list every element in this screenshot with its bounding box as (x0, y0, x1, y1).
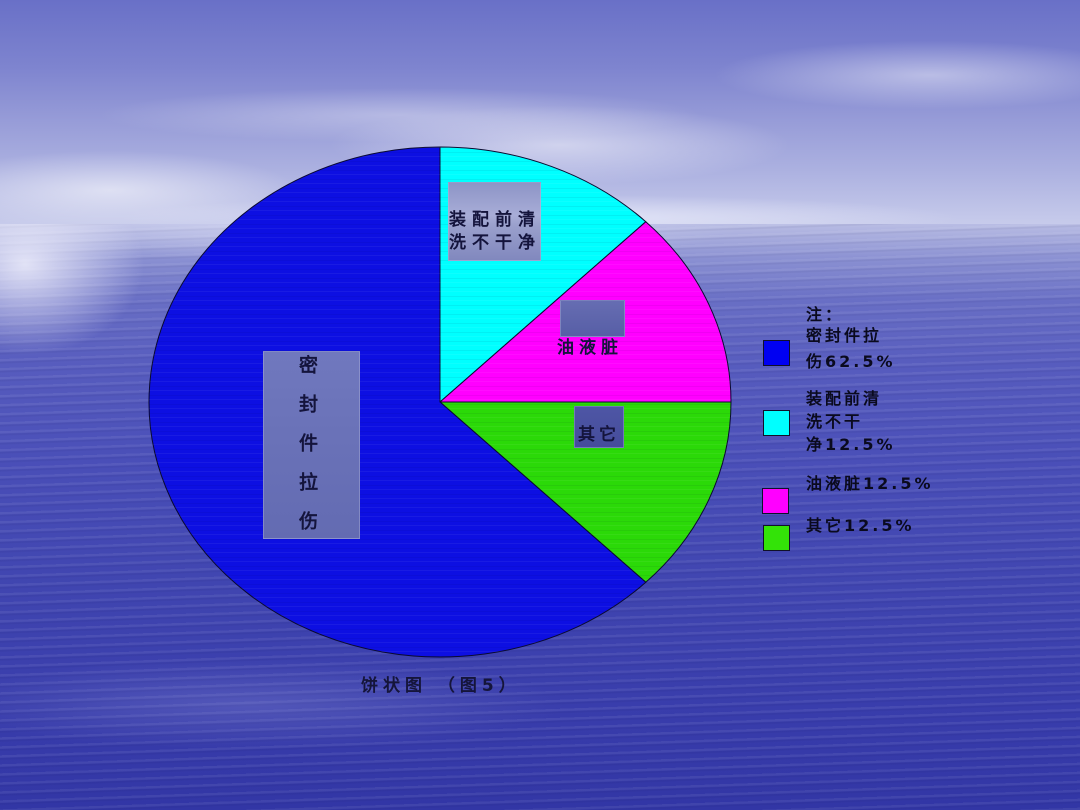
legend-swatch-seal-scratch (763, 340, 790, 366)
slice-labelbox-dirty-oil (560, 300, 625, 337)
pie-slice-other (438, 401, 732, 583)
slice-label-other: 其它 (578, 425, 620, 445)
chart-caption: 饼状图 （图5） (361, 676, 521, 696)
legend-swatch-dirty-oil (762, 488, 789, 514)
legend-note: 注： (806, 305, 845, 324)
legend-label-pre-assembly-cleaning: 装配前清 洗不干 净12.5% (806, 389, 896, 454)
legend-label-seal-scratch: 密封件拉 伤62.5% (806, 326, 896, 371)
legend-swatch-other (763, 525, 790, 551)
legend-swatch-pre-assembly-cleaning (763, 410, 790, 436)
slice-label-dirty-oil: 油液脏 (557, 338, 623, 358)
legend-label-other: 其它12.5% (806, 516, 915, 535)
slice-labelbox-other (574, 406, 624, 448)
slice-labelbox-seal-scratch (263, 351, 360, 539)
slice-label-seal-scratch: 密封件拉伤 (296, 355, 318, 550)
slice-labelbox-pre-assembly-cleaning (448, 182, 541, 261)
slice-label-pre-assembly-cleaning: 装配前清洗不干净 (449, 210, 541, 253)
legend-label-dirty-oil: 油液脏12.5% (806, 474, 934, 493)
